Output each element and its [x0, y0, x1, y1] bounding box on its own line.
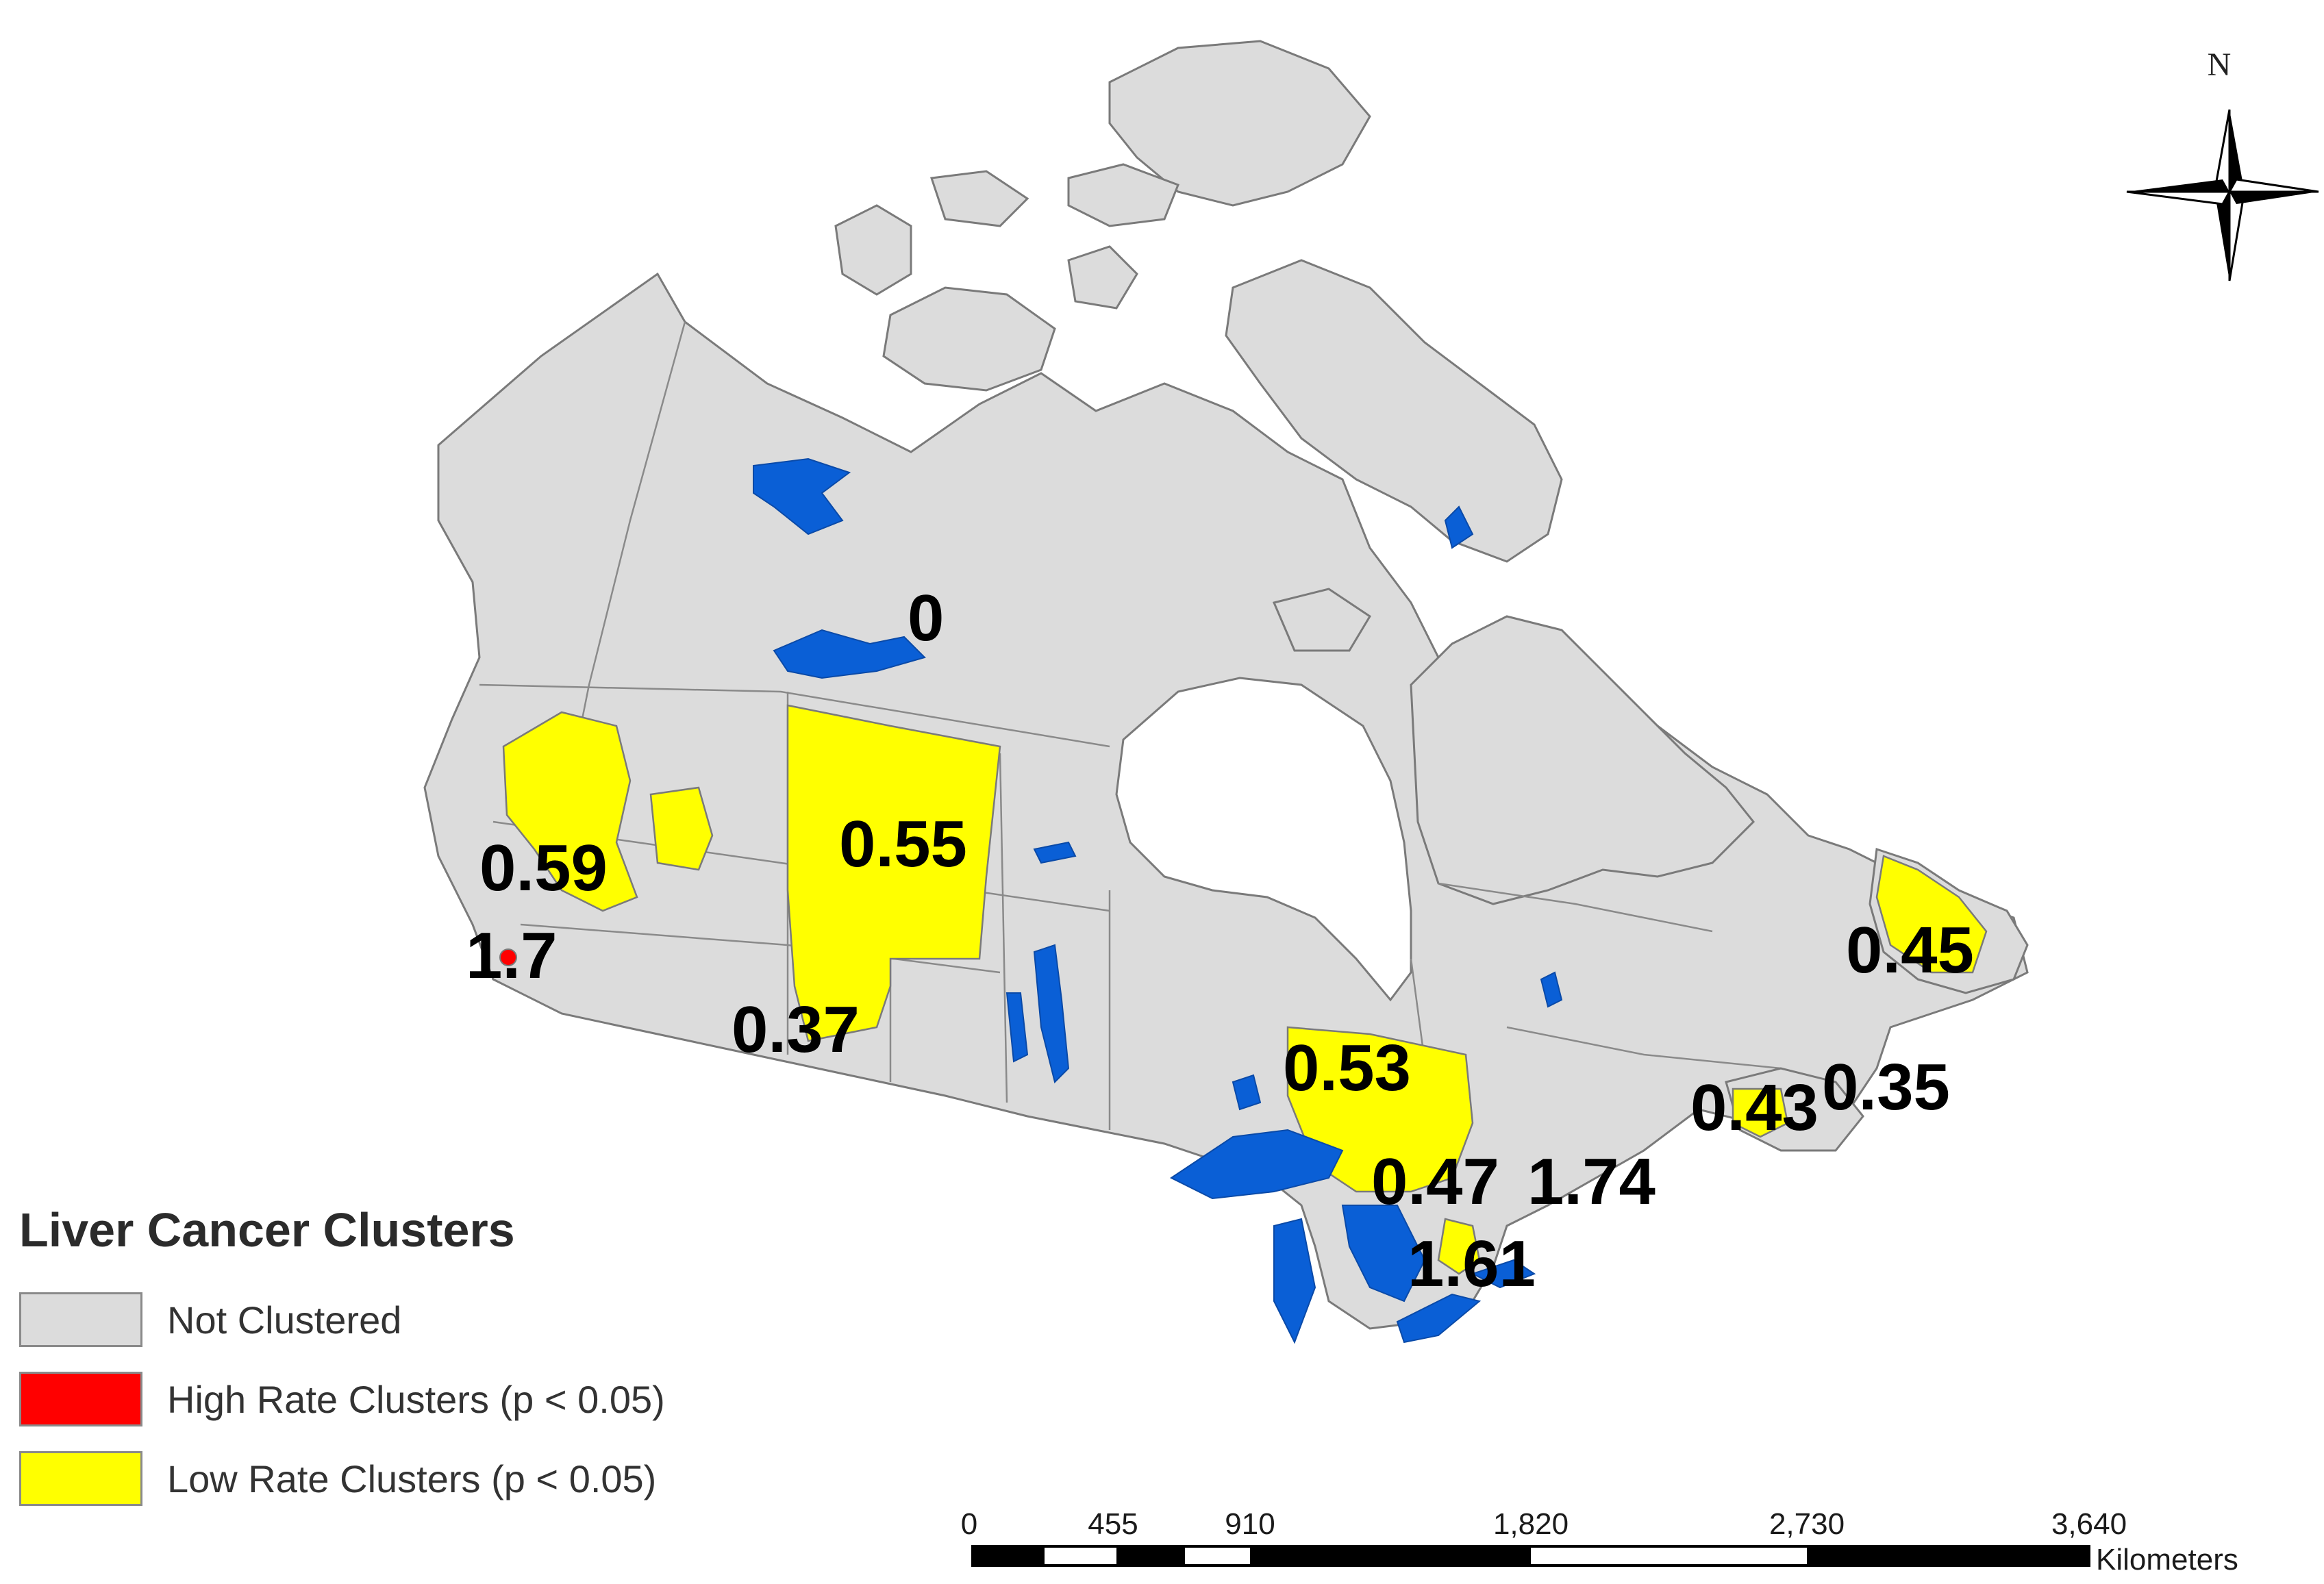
lake-athabasca [1033, 841, 1077, 864]
scale-bar: 0 455 910 1,820 2,730 3,640 Kilometers [961, 1507, 2238, 1576]
lake-michigan [1273, 1218, 1316, 1344]
legend-item-low-rate: Low Rate Clusters (p < 0.05) [19, 1449, 656, 1508]
labrador-peninsula [1410, 615, 1756, 905]
cluster-ontario-south [1437, 1218, 1481, 1275]
scale-unit: Kilometers [2096, 1543, 2238, 1576]
scale-tick-3640: 3,640 [2051, 1507, 2127, 1541]
legend-item-not-clustered: Not Clustered [19, 1290, 401, 1349]
value-bc-north: 0.59 [479, 831, 608, 905]
lake-manitoba [1005, 992, 1029, 1063]
hudson-bay [1115, 677, 1412, 1002]
low-rate-clusters [502, 704, 1988, 1275]
value-ottawa-area: 1.74 [1527, 1145, 1655, 1218]
value-ontario-east: 0.47 [1371, 1145, 1499, 1218]
legend-swatch-high-rate [19, 1372, 142, 1426]
cluster-bc-north [502, 711, 638, 912]
value-alberta-south: 0.37 [732, 993, 860, 1066]
value-north: 0 [908, 581, 944, 655]
devon-island [1067, 163, 1179, 227]
great-slave-lake [773, 629, 926, 679]
value-maritimes: 0.43 [1690, 1071, 1819, 1144]
cluster-newfoundland [1875, 855, 1988, 974]
banks-island [834, 204, 912, 296]
ellesmere-island [1108, 40, 1371, 207]
legend-title: Liver Cancer Clusters [19, 1203, 515, 1257]
value-alberta-north: 0.55 [839, 807, 967, 881]
cluster-maritimes [1732, 1088, 1789, 1138]
legend-swatch-not-clustered [19, 1292, 142, 1347]
north-arrow: N [2126, 47, 2319, 281]
baffin-island [1225, 259, 1563, 563]
great-bear-lake [753, 457, 851, 536]
scale-tick-910: 910 [1225, 1507, 1275, 1541]
cluster-value-labels: 0 0.59 1.7 0.55 0.37 0.53 0.47 1.74 1.61… [466, 581, 1974, 1300]
legend-label-low-rate: Low Rate Clusters (p < 0.05) [167, 1457, 657, 1500]
cluster-high-rate-bc [499, 948, 517, 966]
scale-tick-2730: 2,730 [1769, 1507, 1845, 1541]
value-newfoundland: 0.45 [1846, 914, 1974, 987]
lake-winnipeg [1033, 944, 1070, 1083]
value-ontario-north: 0.53 [1283, 1031, 1411, 1105]
melville-island [929, 170, 1029, 227]
southampton-island [1272, 588, 1372, 652]
legend-label-not-clustered: Not Clustered [167, 1298, 402, 1342]
victoria-island [882, 286, 1056, 392]
value-bc-south-high: 1.7 [466, 919, 557, 992]
value-nova-scotia: 0.35 [1822, 1051, 1950, 1124]
scale-tick-455: 455 [1088, 1507, 1138, 1541]
prince-of-wales-island [1067, 245, 1138, 310]
lake-erie [1396, 1293, 1482, 1344]
lake-nipigon [1232, 1074, 1262, 1111]
legend-swatch-low-rate [19, 1451, 142, 1506]
lake-mistassini [1540, 971, 1563, 1008]
water-bodies [753, 457, 1563, 1344]
lake-ontario [1471, 1259, 1536, 1289]
scale-tick-1820: 1,820 [1493, 1507, 1569, 1541]
cluster-alberta [786, 704, 1001, 1042]
legend-label-high-rate: High Rate Clusters (p < 0.05) [167, 1377, 665, 1421]
cluster-bc-central [649, 786, 714, 871]
scale-tick-0: 0 [961, 1507, 977, 1541]
lake-huron [1341, 1205, 1426, 1303]
lake-superior [1170, 1129, 1344, 1200]
value-ontario-south: 1.61 [1408, 1227, 1536, 1300]
legend-item-high-rate: High Rate Clusters (p < 0.05) [19, 1370, 665, 1429]
baffin-lake [1444, 505, 1474, 549]
north-arrow-label: N [2208, 47, 2232, 83]
